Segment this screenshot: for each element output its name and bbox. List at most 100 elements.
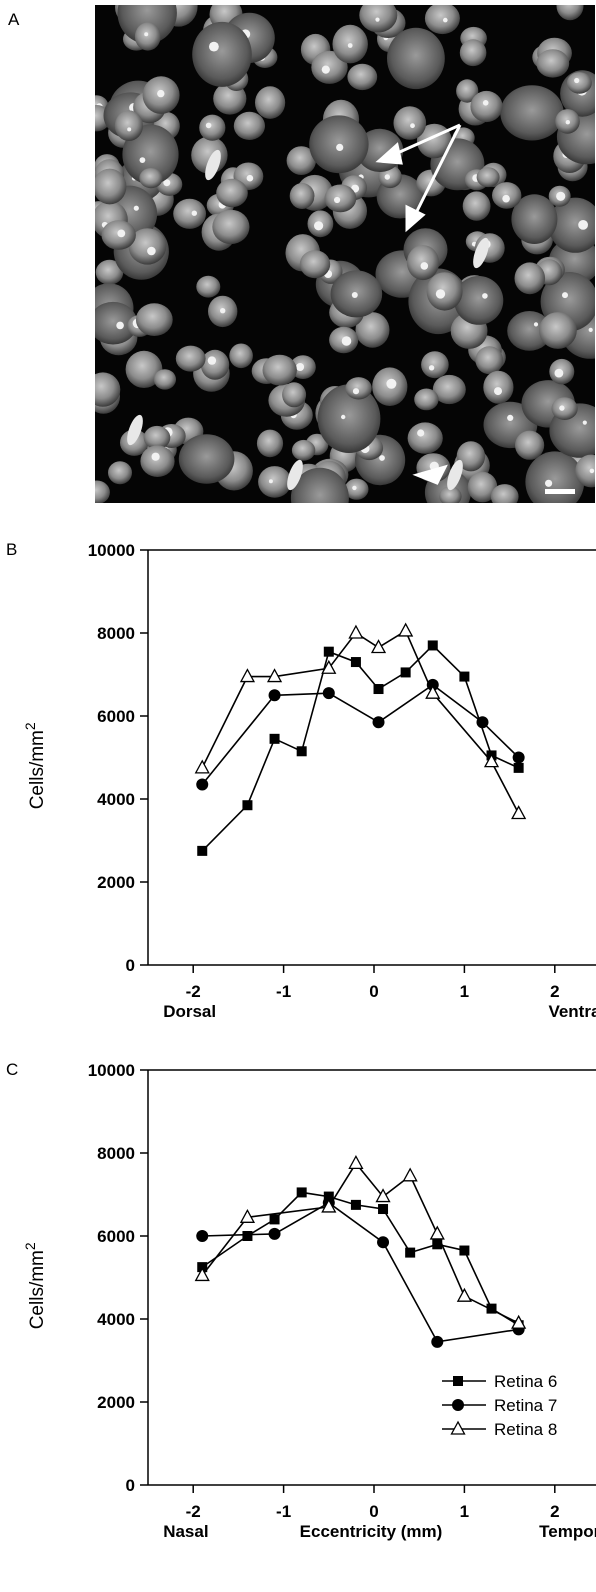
data-point	[511, 805, 527, 820]
nucleolus	[321, 65, 330, 74]
arrow-annotations	[375, 123, 462, 485]
x-tick-label: 1	[460, 1502, 469, 1521]
nucleus	[511, 194, 558, 245]
nucleolus	[482, 293, 488, 299]
nucleolus	[341, 414, 346, 420]
nucleolus	[191, 210, 197, 216]
nucleus	[407, 422, 443, 454]
y-tick-label: 10000	[88, 1061, 135, 1080]
nucleus	[216, 178, 248, 208]
nucleus	[490, 484, 519, 503]
nucleolus	[334, 196, 341, 204]
x-end-label-right: Ventral	[548, 1002, 596, 1021]
data-point	[425, 684, 441, 699]
series-line	[201, 1162, 519, 1324]
data-point	[456, 1287, 472, 1302]
series-line	[201, 644, 519, 852]
nucleus	[347, 63, 378, 91]
nucleus	[173, 198, 206, 229]
nucleolus	[205, 122, 212, 129]
nucleus	[454, 276, 504, 325]
nucleus	[414, 388, 439, 411]
nucleolus	[507, 414, 514, 421]
nucleolus	[246, 174, 254, 182]
data-point	[323, 646, 334, 657]
nucleus	[255, 86, 286, 119]
data-point	[239, 1208, 256, 1223]
nucleolus	[574, 77, 580, 84]
data-point	[427, 640, 438, 651]
data-point	[348, 1155, 364, 1170]
data-point	[512, 751, 525, 764]
data-point	[194, 759, 210, 774]
nucleus	[122, 124, 179, 185]
data-point	[321, 659, 337, 674]
nucleus	[258, 466, 292, 498]
nucleus	[459, 39, 487, 67]
arrow-line-1	[392, 123, 461, 157]
nucleolus	[545, 479, 553, 487]
y-axis-label-superscript: 2	[22, 1242, 38, 1250]
nucleus	[289, 183, 315, 209]
x-tick-label: -1	[276, 1502, 291, 1521]
nucleus	[324, 184, 357, 213]
data-point	[242, 800, 253, 811]
nucleolus	[352, 485, 357, 491]
scale-bar	[545, 489, 575, 494]
nucleus	[421, 351, 449, 379]
arrow-head-1-icon	[375, 142, 403, 165]
nucleus	[140, 445, 175, 478]
data-point	[372, 716, 385, 729]
nucleus	[143, 425, 171, 450]
nucleus	[256, 429, 284, 458]
nucleolus	[410, 123, 415, 129]
nucleolus	[533, 322, 539, 327]
nucleolus	[341, 336, 352, 346]
nucleus	[199, 114, 226, 141]
data-point	[378, 1204, 389, 1215]
data-point	[323, 1191, 334, 1202]
nucleolus	[209, 41, 219, 52]
nucleus	[114, 110, 143, 141]
data-point	[322, 687, 335, 700]
x-axis-label: Eccentricity (mm)	[300, 1522, 443, 1541]
nucleolus	[336, 143, 344, 151]
nucleolus	[428, 365, 435, 371]
x-tick-label: -1	[276, 982, 291, 1001]
y-tick-label: 10000	[88, 541, 135, 560]
nucleus	[311, 50, 348, 84]
nucleolus	[314, 221, 324, 231]
y-tick-label: 2000	[97, 873, 135, 892]
data-point	[268, 1227, 281, 1240]
nucleolus	[157, 89, 165, 98]
nucleolus	[163, 179, 171, 187]
y-axis-label: Cells/mm2	[22, 1242, 48, 1329]
series-retina-6	[197, 1187, 524, 1331]
nucleolus	[562, 292, 568, 299]
data-point	[511, 1314, 527, 1329]
nucleus	[299, 250, 331, 279]
series-line	[202, 1201, 519, 1343]
data-point	[196, 778, 209, 791]
nucleolus	[133, 205, 139, 211]
nucleus	[108, 461, 132, 485]
micrograph-image	[95, 5, 595, 503]
legend-label: Retina 6	[494, 1372, 557, 1391]
nucleus	[539, 312, 577, 349]
data-point	[398, 622, 414, 637]
data-point	[483, 753, 500, 768]
y-tick-label: 0	[126, 1476, 135, 1495]
data-point	[370, 639, 387, 654]
nucleus	[514, 262, 546, 295]
nucleus	[139, 168, 163, 189]
nucleolus	[386, 378, 397, 389]
data-point	[486, 1303, 497, 1314]
data-point	[429, 1225, 445, 1240]
nucleus	[426, 272, 463, 311]
legend-label: Retina 7	[494, 1396, 557, 1415]
chart-b: 0 2000 4000 6000 8000 10000 -2 -1 0 1 2 Cells/mm2 Do…	[0, 535, 596, 1055]
nucleolus	[589, 468, 595, 474]
nucleolus	[565, 120, 570, 125]
nucleus	[95, 372, 121, 407]
